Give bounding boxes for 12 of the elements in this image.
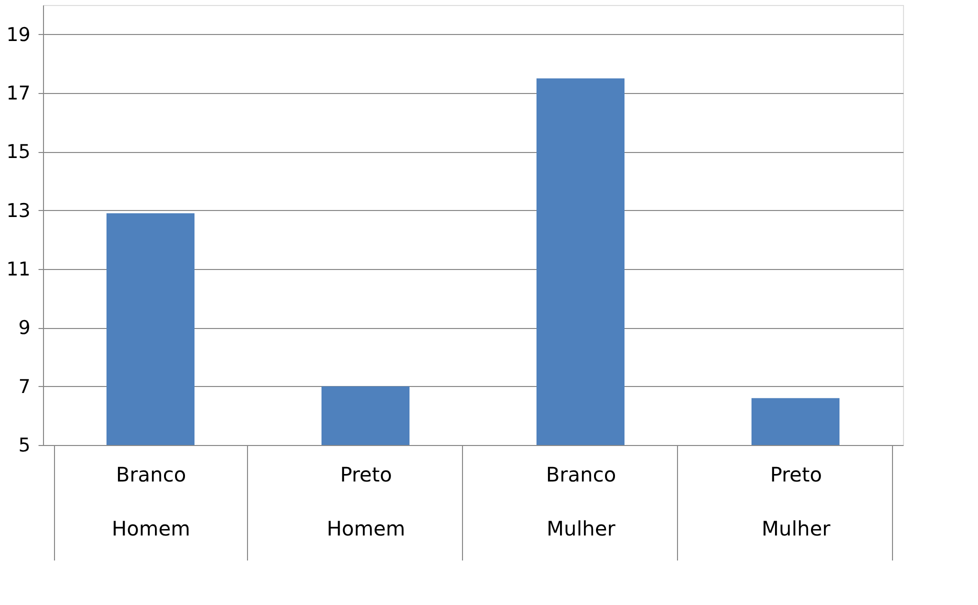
category-label: Preto Mulher	[762, 462, 830, 540]
y-tick-label: 9	[18, 317, 30, 340]
y-tick-label: 17	[6, 82, 30, 104]
y-tick-label: 13	[6, 200, 30, 222]
category-label: Branco Mulher	[546, 462, 616, 540]
y-tick-label: 5	[18, 434, 30, 456]
y-tick-label: 11	[6, 258, 30, 280]
category-label: Branco Homem	[112, 462, 190, 540]
y-tick-label: 15	[6, 141, 30, 164]
category-label: Preto Homem	[326, 462, 406, 540]
y-tick-label: 19	[6, 24, 30, 46]
y-tick-label: 7	[18, 376, 30, 398]
